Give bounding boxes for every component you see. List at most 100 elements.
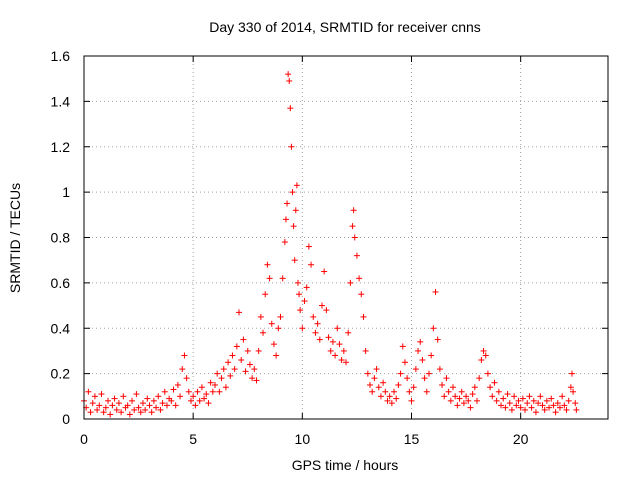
x-ticks: 0 5 10 15 20 [80, 56, 529, 447]
data-point [526, 393, 533, 400]
data-point [291, 257, 298, 264]
data-point [511, 393, 518, 400]
data-point [179, 366, 186, 373]
data-point [506, 400, 513, 407]
data-point [393, 395, 400, 402]
data-point [100, 409, 107, 416]
data-point [118, 409, 125, 416]
data-point [87, 409, 94, 416]
data-point [109, 402, 116, 409]
data-point [349, 223, 356, 230]
data-point [432, 288, 439, 295]
data-point [484, 370, 491, 377]
y-tick-label: 1.2 [51, 139, 71, 155]
data-point [353, 252, 360, 259]
data-point [334, 325, 341, 332]
data-point [177, 393, 184, 400]
data-point [408, 397, 415, 404]
data-point [391, 388, 398, 395]
data-point [452, 393, 459, 400]
data-point [255, 347, 262, 354]
data-point [131, 406, 138, 413]
data-point [268, 320, 275, 327]
y-tick-label: 1 [62, 184, 70, 200]
data-point [91, 393, 98, 400]
data-point [351, 234, 358, 241]
y-tick-label: 0 [62, 411, 70, 427]
y-tick-label: 0.8 [51, 230, 71, 246]
data-point [434, 336, 441, 343]
data-point [285, 71, 292, 78]
data-point [137, 409, 144, 416]
data-point [447, 397, 454, 404]
data-point [303, 284, 310, 291]
data-point [338, 357, 345, 364]
data-point [554, 400, 561, 407]
data-point [94, 406, 101, 413]
data-point [517, 404, 524, 411]
data-point [397, 370, 404, 377]
data-point [406, 388, 413, 395]
data-point [185, 388, 192, 395]
data-point [316, 336, 323, 343]
data-point [350, 207, 357, 214]
data-point [556, 404, 563, 411]
data-point [491, 379, 498, 386]
data-point [524, 400, 531, 407]
data-point [155, 393, 162, 400]
data-point [233, 343, 240, 350]
data-point [532, 409, 539, 416]
data-point [231, 366, 238, 373]
data-point [266, 275, 273, 282]
data-point [212, 381, 218, 388]
data-point [236, 309, 243, 316]
data-point [500, 395, 507, 402]
data-point [386, 393, 393, 400]
data-point [548, 395, 555, 402]
data-point [257, 313, 264, 320]
data-point [375, 384, 382, 391]
data-point [471, 384, 478, 391]
data-point [559, 393, 566, 400]
data-point [482, 352, 489, 359]
data-point [135, 404, 142, 411]
data-point [299, 325, 306, 332]
data-point [111, 395, 118, 402]
data-point [519, 395, 526, 402]
data-point [539, 402, 546, 409]
data-point [251, 366, 258, 373]
data-point [227, 372, 234, 379]
y-tick-label: 0.6 [51, 275, 71, 291]
data-point [412, 366, 419, 373]
data-point [124, 402, 131, 409]
data-point [150, 397, 157, 404]
data-point [487, 384, 494, 391]
data-point [425, 370, 432, 377]
data-point [305, 243, 312, 250]
data-point [441, 393, 448, 400]
data-point [282, 216, 289, 223]
data-point [281, 239, 288, 246]
data-point [102, 404, 109, 411]
data-point [314, 320, 321, 327]
data-point [187, 397, 194, 404]
data-point [153, 404, 160, 411]
data-point [358, 291, 365, 298]
chart-title: Day 330 of 2014, SRMTID for receiver cnn… [209, 19, 481, 35]
data-point [528, 404, 535, 411]
data-point [474, 397, 480, 404]
data-point [264, 261, 271, 268]
data-point [417, 338, 424, 345]
data-point [144, 395, 151, 402]
data-point [561, 402, 568, 409]
data-point [148, 409, 155, 416]
data-point [297, 307, 304, 314]
data-point [262, 291, 269, 298]
data-point [113, 406, 120, 413]
grid-lines [84, 56, 608, 419]
data-point [356, 275, 363, 282]
data-point [362, 347, 369, 354]
data-point [347, 279, 354, 286]
data-point [343, 359, 349, 366]
data-point [465, 397, 472, 404]
